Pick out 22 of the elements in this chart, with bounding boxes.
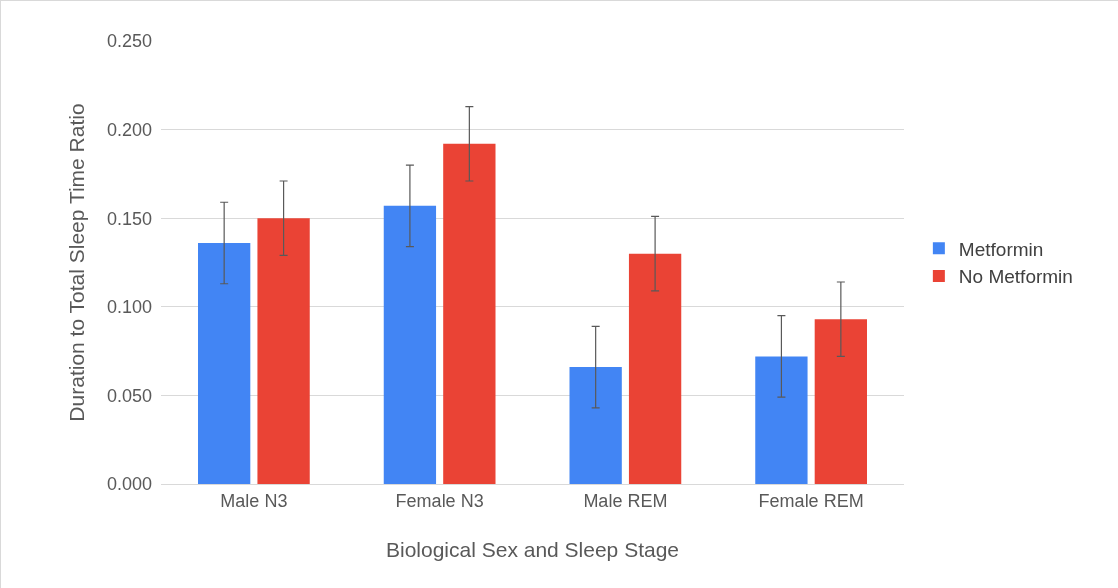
x-axis-title: Biological Sex and Sleep Stage [385,538,680,561]
legend-label: No Metformin [958,266,1073,288]
bar [198,243,251,484]
y-tick-label: 0.100 [106,297,152,318]
y-tick-label: 0.050 [106,385,152,406]
x-tick-label: Male REM [583,490,668,511]
bar [443,143,496,484]
y-tick-label: 0.250 [106,31,152,52]
bar [628,253,682,484]
bar [569,367,622,484]
x-tick-label: Male N3 [220,490,288,511]
x-tick-label: Female N3 [395,490,484,511]
bar [383,205,437,484]
y-tick-label: 0.150 [106,208,152,229]
bar [755,356,808,484]
y-axis-title: Duration to Total Sleep Time Ratio [65,103,89,422]
x-tick-label: Female REM [758,490,864,511]
bar [257,218,310,484]
bar [814,319,867,484]
y-tick-label: 0.200 [106,119,152,140]
y-tick-label: 0.000 [106,474,152,495]
legend-label: Metformin [958,238,1044,260]
